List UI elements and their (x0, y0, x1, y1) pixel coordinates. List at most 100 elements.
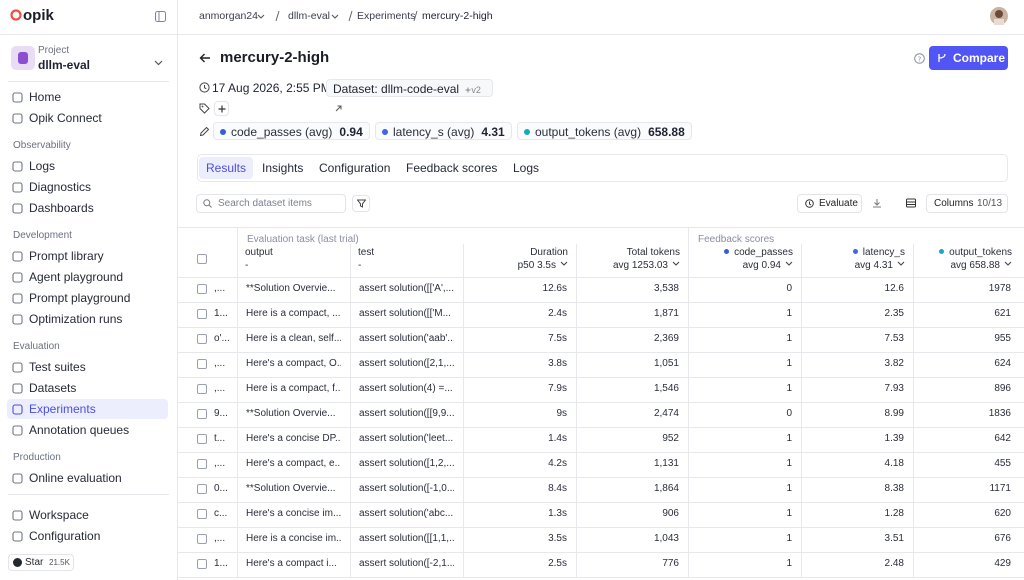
column-header[interactable]: Duration p50 3.5s (471, 246, 568, 272)
table-cell: assert solution([[9,9... (359, 408, 454, 419)
tab[interactable]: Logs (513, 161, 540, 175)
table-cell: 1,871 (653, 308, 679, 319)
row-checkbox[interactable] (197, 434, 207, 444)
tab[interactable]: Insights (262, 161, 304, 175)
table-cell: 1,051 (653, 358, 679, 369)
nav-item[interactable]: Datasets (29, 381, 77, 395)
breadcrumb[interactable]: dllm-eval (288, 10, 331, 22)
layout-button[interactable] (906, 198, 916, 208)
row-divider (178, 377, 1024, 378)
row-checkbox[interactable] (197, 334, 207, 344)
nav-item[interactable]: Experiments (29, 402, 96, 416)
metric-chip[interactable]: code_passes (avg) 0.94 (213, 122, 370, 140)
tab[interactable]: Configuration (319, 161, 391, 175)
table-cell: 1 (786, 483, 792, 494)
select-all-checkbox[interactable] (197, 254, 207, 264)
tab[interactable]: Feedback scores (406, 161, 498, 175)
column-divider (801, 244, 802, 577)
row-divider (178, 352, 1024, 353)
download-button[interactable] (872, 198, 882, 208)
chevron (331, 14, 339, 19)
table-cell: 1,546 (653, 383, 679, 394)
columns-button[interactable]: Columns 10/13 (926, 194, 1008, 213)
breadcrumb[interactable]: Experiments (357, 10, 416, 22)
table-cell: 9s (556, 408, 567, 419)
tab-bar (197, 154, 1008, 182)
table-cell: ,... (214, 533, 226, 544)
column-name: Duration (471, 246, 568, 259)
column-dot (852, 249, 858, 254)
nav-item[interactable]: Workspace (29, 508, 89, 522)
column-header[interactable]: output - (245, 246, 342, 272)
collapse-button[interactable] (155, 11, 166, 22)
search-input[interactable]: Search dataset items (196, 194, 346, 213)
nav-item[interactable]: Online evaluation (29, 471, 122, 485)
star-count: 21.5K (49, 558, 70, 567)
help-icon[interactable]: ? (914, 53, 925, 64)
nav-item[interactable]: Prompt playground (29, 291, 131, 305)
row-checkbox[interactable] (197, 534, 207, 544)
evaluate-button[interactable]: Evaluate (797, 194, 862, 213)
table-cell: 3.8s (548, 358, 567, 369)
row-checkbox[interactable] (197, 559, 207, 569)
breadcrumb[interactable]: mercury-2-high (422, 10, 493, 22)
metric-dot (382, 129, 388, 135)
row-checkbox[interactable] (197, 359, 207, 369)
table-cell: c... (214, 508, 228, 519)
compare-button[interactable]: Compare (929, 46, 1008, 70)
tab[interactable]: Results (199, 157, 254, 179)
nav-item[interactable]: Logs (29, 159, 56, 173)
breadcrumb[interactable]: anmorgan24 (199, 10, 258, 22)
row-checkbox[interactable] (197, 509, 207, 519)
dataset-chip[interactable]: Dataset: dllm-code-eval v2 (326, 79, 493, 112)
github-star-button[interactable]: Star 21.5K (8, 554, 74, 571)
table-cell: 1 (786, 458, 792, 469)
add-tag-button[interactable] (214, 101, 229, 116)
row-checkbox[interactable] (197, 284, 207, 294)
column-header[interactable]: test - (358, 246, 455, 272)
table-cell: 1836 (988, 408, 1011, 419)
row-checkbox[interactable] (197, 309, 207, 319)
back-button[interactable] (199, 52, 211, 64)
user-avatar[interactable] (990, 7, 1008, 25)
row-divider (178, 577, 1024, 578)
row-checkbox[interactable] (197, 484, 207, 494)
column-name-text: latency_s (862, 247, 905, 258)
column-divider (237, 227, 238, 244)
column-header[interactable]: latency_s avg 4.31 (809, 246, 905, 272)
table-cell: 4.2s (548, 458, 567, 469)
project-icon (11, 46, 35, 70)
metric-chip[interactable]: latency_s (avg) 4.31 (375, 122, 512, 140)
evaluate-icon (805, 199, 814, 208)
row-checkbox[interactable] (197, 384, 207, 394)
table-cell: o'... (214, 333, 230, 344)
nav-item[interactable]: Dashboards (29, 201, 94, 215)
row-checkbox[interactable] (197, 409, 207, 419)
nav-item[interactable]: Agent playground (29, 270, 124, 284)
nav-item[interactable]: Diagnostics (29, 180, 92, 194)
filter-button[interactable] (352, 195, 370, 212)
column-header[interactable]: output_tokens avg 658.88 (921, 246, 1012, 272)
column-header[interactable]: code_passes avg 0.94 (696, 246, 793, 272)
nav-item[interactable]: Home (29, 90, 62, 104)
edit-icon[interactable] (199, 126, 210, 137)
nav-item[interactable]: Configuration (29, 529, 101, 543)
nav-icon (12, 404, 23, 415)
row-checkbox[interactable] (197, 459, 207, 469)
column-header[interactable]: Total tokens avg 1253.03 (584, 246, 680, 272)
nav-item[interactable]: Test suites (29, 360, 86, 374)
nav-item[interactable]: Prompt library (29, 249, 104, 263)
nav-item[interactable]: Opik Connect (29, 111, 102, 125)
metric-chip[interactable]: output_tokens (avg) 658.88 (517, 122, 692, 140)
nav-item[interactable]: Optimization runs (29, 312, 123, 326)
dataset-name: Dataset: dllm-code-eval (333, 82, 460, 96)
nav-icon (12, 251, 23, 262)
column-dot (939, 249, 945, 254)
nav-item[interactable]: Annotation queues (29, 423, 130, 437)
table-cell: 12.6s (542, 283, 567, 294)
table-cell: 2,369 (653, 333, 679, 344)
table-cell: 2,474 (653, 408, 679, 419)
nav-icon (12, 113, 23, 124)
active-highlight (7, 399, 168, 419)
